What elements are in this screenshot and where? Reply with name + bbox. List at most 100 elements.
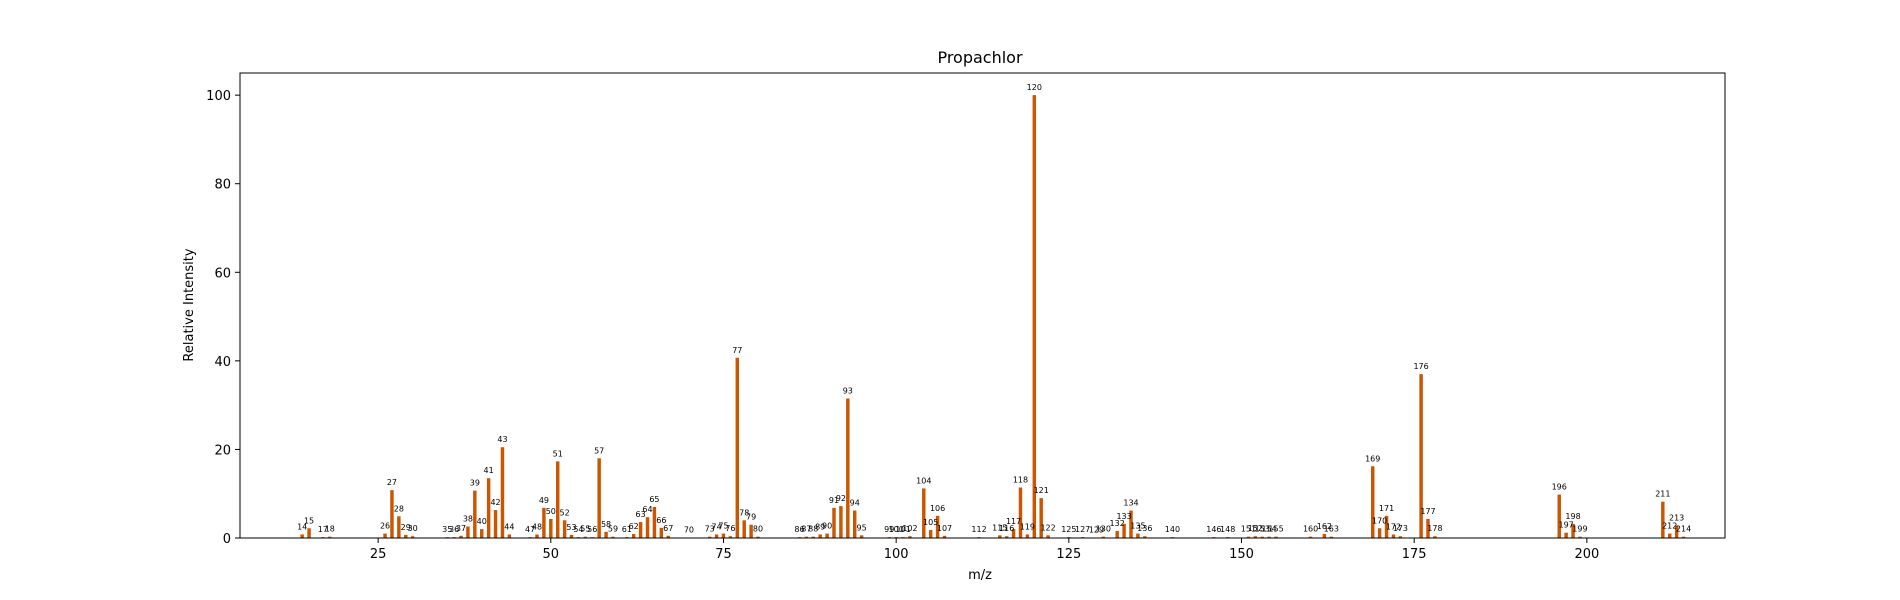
bar-mz-172	[1391, 534, 1396, 538]
peak-label-mz-14: 14	[297, 522, 307, 531]
peak-label-mz-211: 211	[1655, 490, 1670, 499]
peak-label-mz-53: 53	[566, 523, 576, 532]
bar-mz-38	[466, 526, 470, 538]
peak-label-mz-62: 62	[629, 522, 639, 531]
bar-mz-30	[410, 536, 415, 538]
peak-label-mz-171: 171	[1379, 504, 1394, 513]
peak-label-mz-29: 29	[401, 523, 411, 532]
x-tick-label-75: 75	[715, 547, 732, 562]
y-tick-label-40: 40	[214, 355, 231, 370]
bar-mz-214	[1681, 536, 1686, 538]
peak-label-mz-94: 94	[850, 499, 860, 508]
peak-label-mz-136: 136	[1137, 524, 1152, 533]
peak-label-mz-212: 212	[1662, 522, 1677, 531]
peak-label-mz-86: 86	[794, 525, 804, 534]
bar-mz-196	[1557, 494, 1561, 538]
y-axis: 0 20 40 60 80 100	[206, 89, 240, 547]
bar-mz-80	[756, 536, 760, 538]
peak-label-mz-102: 102	[902, 524, 917, 533]
peak-label-mz-178: 178	[1427, 524, 1442, 533]
x-tick-label-150: 150	[1229, 547, 1254, 562]
bar-mz-136	[1143, 536, 1147, 538]
peak-label-mz-154: 154	[1261, 525, 1276, 534]
bar-mz-119	[1025, 534, 1030, 538]
peak-label-mz-140: 140	[1165, 525, 1180, 534]
bar-mz-42	[493, 510, 498, 538]
peak-label-mz-104: 104	[916, 476, 931, 485]
peak-label-mz-106: 106	[930, 504, 945, 513]
x-tick-label-50: 50	[543, 547, 560, 562]
bar-mz-177	[1426, 518, 1430, 538]
peak-label-mz-73: 73	[705, 525, 715, 534]
peak-label-mz-163: 163	[1324, 525, 1339, 534]
peak-label-mz-101: 101	[895, 525, 910, 534]
bar-mz-93	[846, 398, 850, 538]
peak-label-mz-135: 135	[1130, 522, 1145, 531]
bar-mz-160	[1308, 536, 1313, 538]
peak-label-mz-48: 48	[532, 522, 542, 531]
peak-label-mz-58: 58	[601, 520, 611, 529]
peak-label-mz-26: 26	[380, 522, 390, 531]
peak-label-mz-134: 134	[1123, 499, 1138, 508]
bar-mz-59	[611, 536, 615, 538]
peak-label-mz-79: 79	[746, 513, 756, 522]
bar-mz-95	[859, 535, 864, 538]
bar-mz-89	[818, 534, 822, 538]
peak-label-mz-197: 197	[1558, 521, 1573, 530]
bar-mz-28	[397, 516, 401, 538]
bar-mz-48	[535, 534, 539, 538]
bar-mz-198	[1571, 523, 1575, 538]
peak-label-mz-93: 93	[843, 387, 853, 396]
peak-label-mz-95: 95	[857, 523, 867, 532]
bar-mz-75	[721, 533, 726, 538]
bar-mz-134	[1129, 510, 1133, 538]
peak-label-mz-17: 17	[318, 525, 328, 534]
bar-mz-73	[707, 536, 712, 538]
peak-label-mz-105: 105	[923, 518, 938, 527]
peak-label-mz-50: 50	[546, 507, 556, 516]
bar-series	[300, 95, 1686, 538]
bar-mz-130	[1101, 536, 1106, 538]
peak-label-mz-91: 91	[829, 496, 839, 505]
chart-title: Propachlor	[937, 48, 1023, 67]
peak-label-mz-38: 38	[463, 514, 473, 523]
x-tick-label-25: 25	[370, 547, 387, 562]
y-tick-label-60: 60	[214, 266, 231, 281]
peak-label-mz-130: 130	[1096, 525, 1111, 534]
peak-label-mz-89: 89	[815, 522, 825, 531]
peak-label-mz-88: 88	[808, 525, 818, 534]
peak-label-mz-75: 75	[718, 522, 728, 531]
y-tick-label-80: 80	[214, 178, 231, 193]
peak-label-mz-41: 41	[484, 466, 494, 475]
peak-label-mz-36: 36	[449, 525, 459, 534]
bar-mz-94	[852, 510, 857, 538]
bar-mz-90	[825, 533, 829, 538]
bar-mz-155	[1274, 536, 1278, 538]
peak-label-mz-151: 151	[1241, 525, 1256, 534]
peak-label-mz-44: 44	[504, 522, 514, 531]
peak-label-mz-37: 37	[456, 524, 466, 533]
peak-label-mz-122: 122	[1040, 523, 1055, 532]
bar-mz-78	[742, 520, 746, 538]
peak-label-mz-61: 61	[622, 525, 632, 534]
peak-label-mz-87: 87	[801, 525, 811, 534]
peak-label-mz-47: 47	[525, 525, 535, 534]
peak-label-mz-160: 160	[1303, 525, 1318, 534]
bar-mz-107	[942, 535, 947, 538]
bar-mz-58	[604, 531, 608, 538]
bar-mz-67	[666, 535, 670, 538]
peak-label-mz-169: 169	[1365, 454, 1380, 463]
peak-label-mz-57: 57	[594, 446, 604, 455]
bar-mz-64	[645, 517, 650, 538]
peak-label-mz-74: 74	[711, 522, 721, 531]
peak-label-mz-64: 64	[642, 505, 652, 514]
bar-mz-153	[1260, 536, 1264, 538]
peak-label-mz-170: 170	[1372, 516, 1387, 525]
peak-label-mz-42: 42	[490, 498, 500, 507]
peak-label-mz-146: 146	[1206, 525, 1221, 534]
bar-mz-50	[549, 518, 553, 538]
bar-mz-76	[728, 536, 733, 538]
peak-label-mz-18: 18	[325, 525, 335, 534]
peak-label-mz-65: 65	[649, 495, 659, 504]
